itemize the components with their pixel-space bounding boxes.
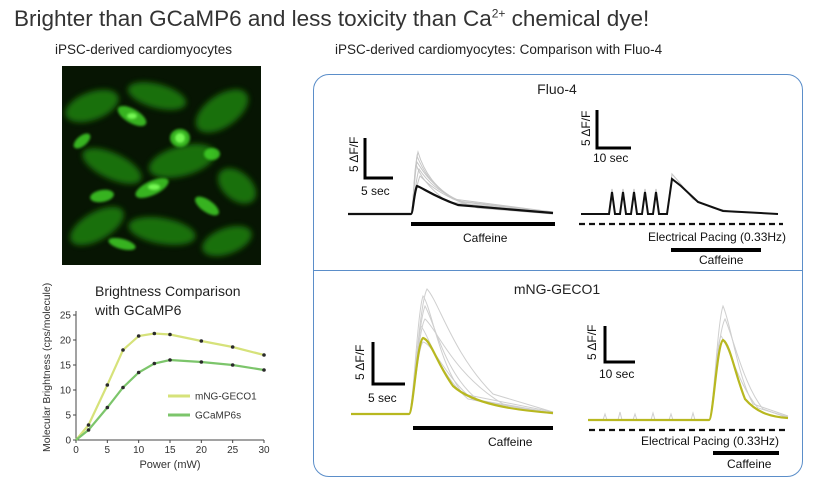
series-point [121, 348, 125, 352]
series-point [152, 331, 157, 336]
series-point [152, 361, 157, 366]
fluo4-right-scale-bar: 5 ΔF/F 10 sec [579, 110, 631, 165]
x-tick-label: 25 [227, 445, 239, 456]
series-point [86, 423, 91, 427]
fluo4-left-caffeine-bar [411, 222, 555, 226]
fluo4-pacing-traces [581, 172, 779, 215]
series-point [199, 360, 204, 364]
chart-title-line1: Brightness Comparison [95, 283, 241, 299]
y-tick-label: 10 [60, 386, 72, 397]
mng-left-scale-y: 5 ΔF/F [353, 345, 367, 380]
chart-axes: 0 5 10 15 20 25 30 0 5 10 15 20 25 Power (mW) Molecula… [41, 283, 270, 471]
y-tick-label: 0 [65, 436, 71, 447]
mng-title: mNG-GECO1 [514, 281, 601, 297]
chart-title-line2: with GCaMP6 [94, 302, 182, 318]
mng-left-scale-bar: 5 ΔF/F 5 sec [353, 342, 405, 405]
series-point [168, 358, 172, 362]
series-point [136, 370, 141, 375]
mng-right-scale-y: 5 ΔF/F [585, 325, 599, 360]
cardiomyocyte-micrograph [62, 66, 261, 265]
series-line-mng-geco1 [75, 332, 265, 441]
comparison-panel [313, 74, 803, 477]
fluo4-pacing-label: Electrical Pacing (0.33Hz) [648, 230, 786, 244]
series-point [105, 383, 110, 387]
series-point [168, 332, 172, 337]
panel-divider [313, 270, 803, 271]
x-tick-label: 20 [196, 445, 208, 456]
mng-right-caffeine-label: Caffeine [727, 457, 772, 471]
micrograph-heading: iPSC-derived cardiomyocytes [55, 42, 233, 57]
x-tick-label: 5 [105, 445, 111, 456]
fluo4-title: Fluo-4 [537, 81, 577, 97]
chart-legend: mNG-GECO1 GCaMP6s [168, 392, 257, 422]
fluo4-left-scale-y: 5 ΔF/F [347, 137, 361, 172]
comparison-heading: iPSC-derived cardiomyocytes: Comparison … [335, 42, 663, 57]
y-tick-label: 20 [60, 336, 72, 347]
y-tick-label: 15 [60, 361, 72, 372]
mng-caffeine-traces [351, 288, 554, 416]
x-axis-label: Power (mW) [139, 459, 200, 471]
mng-left-caffeine-bar [413, 426, 553, 430]
fluo4-right-scale-x: 10 sec [593, 151, 628, 165]
mng-right-caffeine-bar [713, 451, 779, 455]
series-line-gcamp6s [75, 358, 265, 441]
series-point [230, 363, 235, 367]
traces-figure: Fluo-4 5 ΔF/F 5 sec Caffeine 5 ΔF/F 10 s… [347, 81, 789, 471]
x-tick-label: 15 [164, 445, 176, 456]
x-tick-label: 30 [258, 445, 270, 456]
series-point [230, 345, 235, 349]
y-tick-label: 25 [60, 311, 72, 322]
micrograph-image [62, 66, 261, 265]
x-tick-label: 10 [133, 445, 145, 456]
series-point [86, 428, 91, 432]
mng-right-scale-x: 10 sec [599, 367, 634, 381]
chart-series [75, 331, 266, 441]
fluo4-caffeine-traces [348, 150, 554, 216]
fluo4-left-scale-bar: 5 ΔF/F 5 sec [347, 137, 393, 198]
y-tick-label: 5 [65, 411, 71, 422]
series-point [262, 353, 266, 357]
brightness-chart: Brightness Comparison with GCaMP6 0 5 10 15… [41, 283, 270, 471]
series-point [121, 385, 125, 390]
mng-right-scale-bar: 5 ΔF/F 10 sec [585, 325, 635, 381]
y-axis-label: Molecular Brightness (cps/molecule) [41, 283, 53, 452]
mng-left-scale-x: 5 sec [368, 391, 397, 405]
legend-label: mNG-GECO1 [195, 392, 257, 403]
series-point [136, 334, 141, 338]
fluo4-right-caffeine-label: Caffeine [699, 253, 744, 267]
mng-pacing-label: Electrical Pacing (0.33Hz) [641, 434, 779, 448]
fluo4-left-caffeine-label: Caffeine [463, 231, 508, 245]
fluo4-right-scale-y: 5 ΔF/F [579, 111, 593, 146]
series-point [262, 368, 266, 372]
x-tick-label: 0 [73, 445, 79, 456]
slide-title: Brighter than GCaMP6 and less toxicity t… [14, 6, 650, 31]
series-point [199, 339, 204, 343]
fluo4-left-scale-x: 5 sec [361, 184, 390, 198]
mng-pacing-traces [588, 304, 789, 422]
fluo4-right-caffeine-bar [671, 248, 761, 252]
mng-left-caffeine-label: Caffeine [488, 435, 533, 449]
legend-label: GCaMP6s [195, 411, 241, 422]
series-point [105, 405, 110, 410]
